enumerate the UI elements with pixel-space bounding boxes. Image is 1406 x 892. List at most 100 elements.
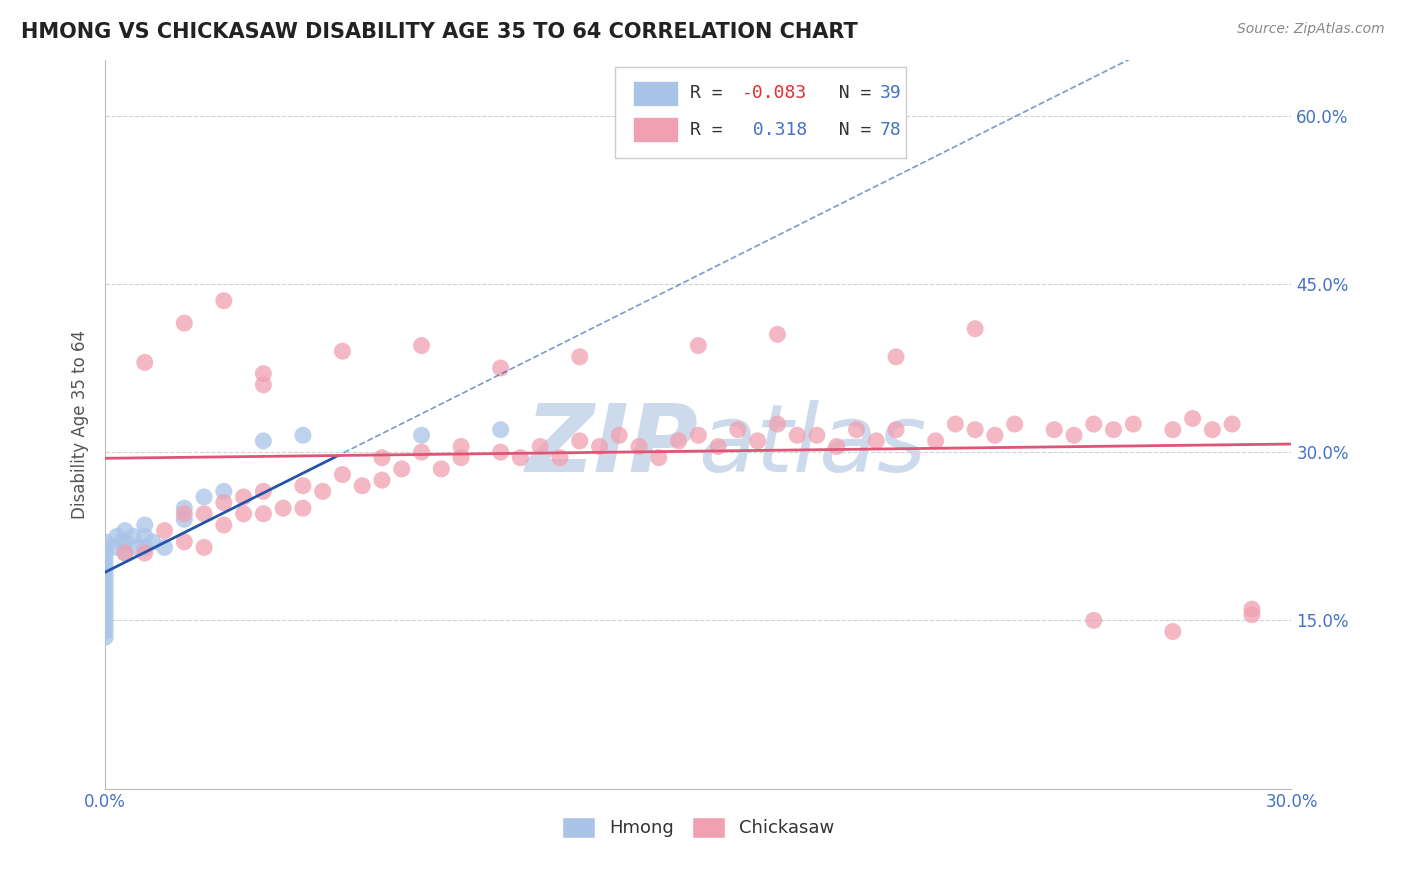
Point	[727, 423, 749, 437]
Point	[142, 534, 165, 549]
Point	[489, 445, 512, 459]
Point	[509, 450, 531, 465]
Point	[153, 524, 176, 538]
Point	[134, 529, 156, 543]
Point	[252, 434, 274, 448]
Point	[212, 293, 235, 308]
Point	[94, 602, 117, 616]
Point	[1043, 423, 1066, 437]
Point	[489, 361, 512, 376]
Point	[845, 423, 868, 437]
FancyBboxPatch shape	[616, 67, 905, 158]
Point	[193, 507, 215, 521]
Point	[134, 541, 156, 555]
Point	[134, 355, 156, 369]
Point	[94, 580, 117, 594]
Point	[173, 534, 195, 549]
Point	[707, 440, 730, 454]
Point	[332, 344, 354, 359]
Text: N =: N =	[817, 120, 882, 138]
Point	[352, 479, 374, 493]
Text: atlas: atlas	[699, 401, 927, 491]
Point	[688, 428, 710, 442]
Point	[94, 591, 117, 605]
Text: 78: 78	[880, 120, 901, 138]
Point	[607, 428, 630, 442]
Point	[924, 434, 946, 448]
Point	[94, 558, 117, 572]
Point	[94, 563, 117, 577]
Point	[943, 417, 966, 431]
Point	[173, 316, 195, 330]
Point	[193, 490, 215, 504]
Point	[94, 624, 117, 639]
Point	[1240, 602, 1263, 616]
Text: -0.083: -0.083	[742, 84, 807, 102]
Point	[94, 607, 117, 622]
Text: 0.318: 0.318	[742, 120, 807, 138]
Point	[94, 619, 117, 633]
Point	[94, 574, 117, 588]
Point	[747, 434, 769, 448]
Point	[291, 501, 314, 516]
Point	[668, 434, 690, 448]
Point	[134, 546, 156, 560]
Point	[391, 462, 413, 476]
Point	[450, 440, 472, 454]
Point	[114, 524, 136, 538]
Point	[212, 484, 235, 499]
Point	[114, 546, 136, 560]
Point	[252, 367, 274, 381]
Text: R =: R =	[690, 84, 734, 102]
Point	[529, 440, 551, 454]
Point	[173, 507, 195, 521]
Point	[110, 534, 132, 549]
Point	[965, 322, 987, 336]
Point	[568, 350, 591, 364]
Point	[965, 423, 987, 437]
Point	[1083, 417, 1105, 431]
Point	[291, 479, 314, 493]
Point	[173, 501, 195, 516]
Point	[865, 434, 887, 448]
Point	[1102, 423, 1125, 437]
Point	[1122, 417, 1144, 431]
Point	[94, 534, 117, 549]
Point	[252, 484, 274, 499]
Point	[766, 417, 789, 431]
Point	[114, 534, 136, 549]
Point	[94, 541, 117, 555]
Point	[627, 440, 650, 454]
Point	[105, 541, 128, 555]
Legend: Hmong, Chickasaw: Hmong, Chickasaw	[555, 810, 842, 845]
Text: N =: N =	[817, 84, 882, 102]
Point	[291, 428, 314, 442]
Point	[134, 518, 156, 533]
Point	[1083, 613, 1105, 627]
Point	[1240, 607, 1263, 622]
Point	[125, 541, 148, 555]
Point	[114, 546, 136, 560]
Point	[1220, 417, 1243, 431]
Point	[122, 529, 145, 543]
Point	[450, 450, 472, 465]
Text: R =: R =	[690, 120, 734, 138]
Point	[212, 518, 235, 533]
Point	[411, 445, 433, 459]
Point	[688, 338, 710, 352]
Point	[94, 613, 117, 627]
Point	[1161, 624, 1184, 639]
Point	[648, 450, 671, 465]
Point	[884, 423, 907, 437]
Text: 39: 39	[880, 84, 901, 102]
Point	[252, 377, 274, 392]
Point	[94, 568, 117, 582]
Point	[984, 428, 1007, 442]
Point	[588, 440, 610, 454]
Point	[94, 630, 117, 644]
Point	[411, 428, 433, 442]
Point	[94, 597, 117, 611]
Point	[766, 327, 789, 342]
Point	[232, 490, 254, 504]
Point	[94, 551, 117, 566]
